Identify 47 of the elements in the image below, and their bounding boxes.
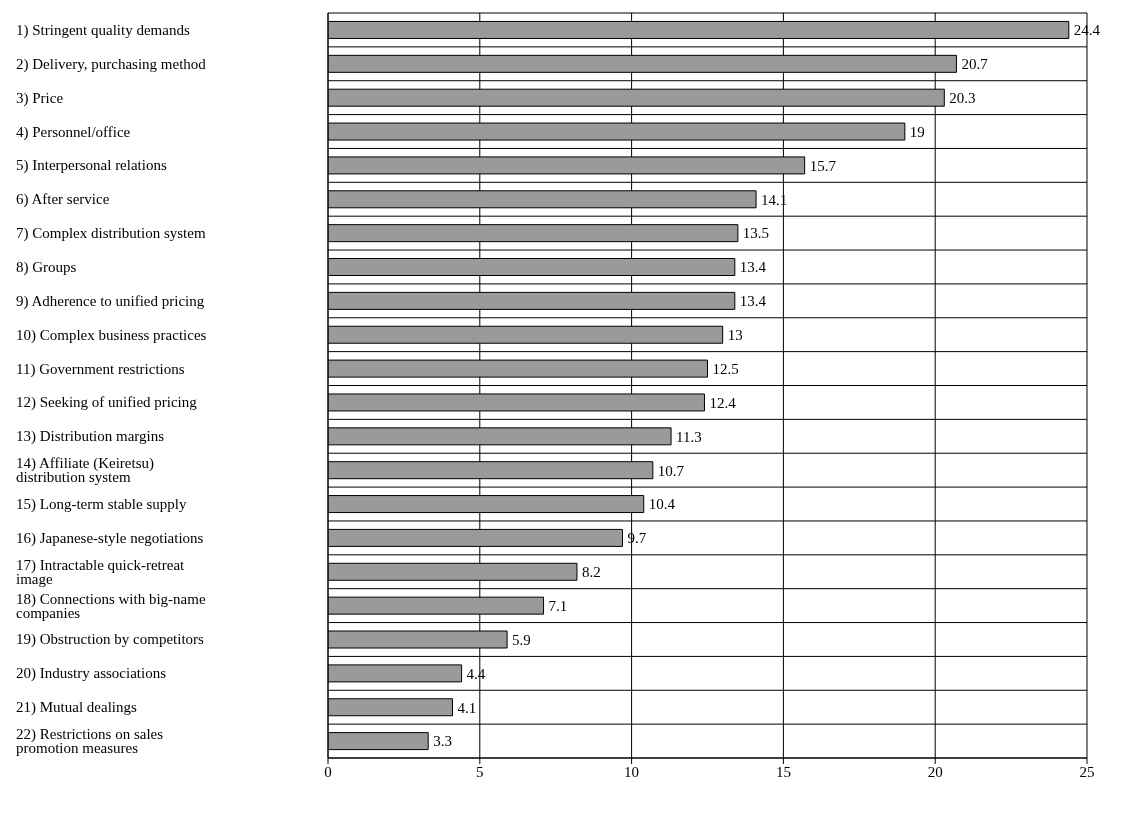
data-label: 20.7	[961, 56, 989, 73]
data-label: 12.4	[709, 394, 737, 411]
x-tick-label: 20	[927, 763, 943, 780]
y-tick-label: 12) Seeking of unified pricing	[16, 394, 198, 412]
data-label: 4.1	[457, 699, 477, 716]
y-tick-label: 18) Connections with big-name companies	[16, 590, 206, 621]
y-tick-label: 9) Adherence to unified pricing	[16, 292, 205, 310]
x-tick-label: 10	[624, 763, 640, 780]
data-label: 10.4	[648, 496, 676, 513]
data-label: 8.2	[581, 564, 601, 581]
y-tick-label: 5) Interpersonal relations	[16, 157, 167, 175]
data-label: 15.7	[809, 157, 837, 174]
data-label: 12.5	[712, 360, 739, 377]
x-tick-label: 15	[775, 763, 791, 780]
y-tick-label: 16) Japanese-style negotiations	[16, 529, 204, 547]
data-label: 20.3	[949, 90, 976, 107]
data-label: 24.4	[1073, 22, 1101, 39]
data-label: 13.4	[739, 259, 767, 276]
data-label: 11.3	[676, 428, 702, 445]
y-tick-label: 1) Stringent quality demands	[16, 21, 190, 39]
y-tick-label: 21) Mutual dealings	[16, 699, 137, 717]
y-tick-label: 17) Intractable quick-retreat image	[16, 556, 186, 587]
y-tick-label: 11) Government restrictions	[16, 360, 185, 378]
data-label: 5.9	[512, 631, 531, 648]
data-label: 3.3	[433, 733, 452, 750]
data-label: 10.7	[657, 462, 685, 479]
y-tick-label: 19) Obstruction by competitors	[16, 631, 205, 649]
y-tick-label: 7) Complex distribution system	[16, 225, 206, 243]
y-tick-label: 2) Delivery, purchasing method	[16, 55, 207, 73]
y-tick-label: 10) Complex business practices	[16, 326, 207, 344]
y-tick-label: 3) Price	[16, 89, 64, 107]
y-tick-label: 20) Industry associations	[16, 665, 167, 683]
data-label: 13.4	[739, 293, 767, 310]
y-tick-label: 22) Restrictions on sales promotion measures	[16, 726, 164, 757]
y-tick-label: 14) Affiliate (Keiretsu) distribution system	[16, 455, 155, 486]
data-label: 19	[909, 123, 925, 140]
x-tick-label: 5	[476, 763, 484, 780]
y-tick-label: 8) Groups	[16, 258, 77, 276]
x-tick-label: 0	[324, 763, 332, 780]
data-label: 7.1	[548, 597, 568, 614]
y-tick-label: 13) Distribution margins	[16, 428, 165, 446]
y-tick-label: 6) After service	[16, 191, 110, 209]
y-tick-label: 4) Personnel/office	[16, 123, 131, 141]
data-label: 13.5	[742, 225, 770, 242]
x-tick-label: 25	[1079, 763, 1095, 780]
data-label: 13	[727, 327, 743, 344]
y-tick-label: 15) Long-term stable supply	[16, 496, 187, 514]
